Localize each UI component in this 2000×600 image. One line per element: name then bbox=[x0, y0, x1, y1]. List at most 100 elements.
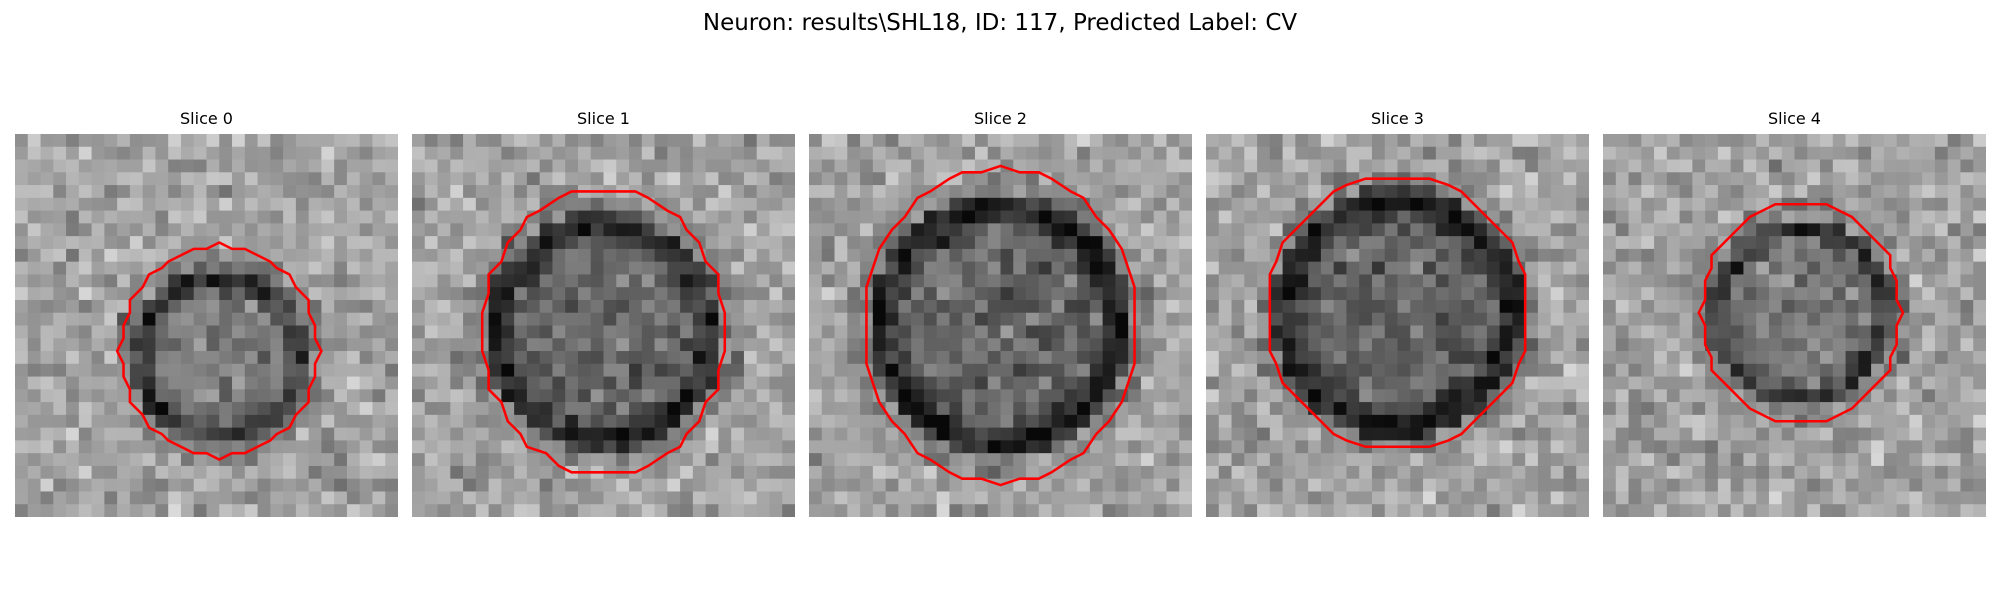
pixel bbox=[782, 351, 795, 365]
pixel bbox=[1858, 197, 1872, 211]
pixel bbox=[1153, 465, 1167, 480]
pixel bbox=[1474, 363, 1488, 377]
pixel bbox=[1269, 299, 1283, 314]
pixel bbox=[346, 427, 361, 441]
pixel bbox=[1423, 414, 1437, 429]
pixel bbox=[1435, 414, 1449, 429]
pixel bbox=[295, 299, 310, 314]
pixel bbox=[1756, 325, 1770, 339]
pixel bbox=[1832, 299, 1846, 314]
pixel bbox=[885, 478, 899, 492]
pixel bbox=[308, 236, 322, 250]
pixel bbox=[1257, 274, 1271, 288]
pixel bbox=[1730, 146, 1744, 160]
pixel bbox=[1089, 414, 1104, 429]
pixel bbox=[1038, 478, 1052, 492]
pixel bbox=[680, 325, 694, 339]
pixel bbox=[1845, 465, 1859, 480]
pixel bbox=[1525, 312, 1539, 326]
pixel bbox=[155, 274, 169, 288]
pixel bbox=[193, 223, 207, 237]
pixel bbox=[372, 274, 386, 288]
pixel bbox=[1934, 465, 1949, 480]
pixel bbox=[78, 146, 92, 160]
pixel bbox=[1474, 134, 1488, 148]
pixel bbox=[1013, 491, 1027, 505]
pixel bbox=[834, 197, 848, 211]
pixel bbox=[488, 414, 502, 429]
pixel bbox=[1013, 402, 1027, 416]
pixel bbox=[1692, 427, 1706, 441]
pixel bbox=[475, 504, 489, 517]
pixel bbox=[1166, 427, 1180, 441]
pixel bbox=[1768, 287, 1783, 301]
pixel bbox=[1705, 172, 1719, 186]
pixel bbox=[1026, 274, 1040, 288]
pixel bbox=[1896, 440, 1910, 454]
pixel bbox=[232, 325, 246, 339]
pixel bbox=[1153, 299, 1167, 314]
pixel bbox=[616, 402, 630, 416]
pixel bbox=[1934, 363, 1949, 377]
pixel bbox=[974, 453, 989, 467]
pixel bbox=[155, 325, 169, 339]
pixel bbox=[1947, 210, 1961, 224]
pixel bbox=[1871, 491, 1885, 505]
pixel bbox=[1679, 376, 1693, 390]
pixel bbox=[526, 402, 541, 416]
pixel bbox=[424, 299, 438, 314]
pixel bbox=[244, 414, 258, 429]
pixel bbox=[1654, 440, 1668, 454]
pixel bbox=[847, 427, 861, 441]
pixel bbox=[15, 325, 29, 339]
pixel bbox=[756, 440, 770, 454]
pixel bbox=[1038, 159, 1052, 173]
pixel bbox=[1871, 325, 1885, 339]
pixel bbox=[424, 312, 438, 326]
pixel bbox=[552, 159, 566, 173]
pixel bbox=[1679, 146, 1693, 160]
pixel bbox=[1641, 465, 1655, 480]
pixel bbox=[66, 491, 80, 505]
pixel bbox=[1807, 312, 1821, 326]
pixel bbox=[641, 440, 655, 454]
pixel bbox=[680, 351, 694, 365]
pixel bbox=[1166, 172, 1180, 186]
pixel bbox=[1768, 159, 1783, 173]
pixel bbox=[949, 236, 963, 250]
pixel bbox=[450, 491, 464, 505]
pixel bbox=[78, 427, 92, 441]
pixel bbox=[731, 491, 745, 505]
pixel bbox=[1525, 453, 1539, 467]
pixel bbox=[180, 504, 195, 517]
pixel bbox=[949, 402, 963, 416]
pixel bbox=[1537, 248, 1552, 263]
pixel bbox=[641, 402, 655, 416]
pixel bbox=[1845, 185, 1859, 199]
pixel bbox=[463, 274, 477, 288]
pixel bbox=[257, 440, 271, 454]
pixel bbox=[359, 351, 373, 365]
pixel bbox=[475, 453, 489, 467]
pixel bbox=[321, 491, 335, 505]
pixel bbox=[40, 478, 54, 492]
pixel bbox=[860, 478, 874, 492]
pixel bbox=[809, 478, 823, 492]
pixel bbox=[385, 504, 398, 517]
pixel bbox=[1295, 299, 1309, 314]
pixel bbox=[949, 172, 963, 186]
pixel bbox=[283, 453, 297, 467]
pixel bbox=[616, 210, 630, 224]
pixel bbox=[1628, 185, 1642, 199]
pixel bbox=[1423, 274, 1437, 288]
pixel bbox=[117, 185, 131, 199]
pixel bbox=[577, 248, 592, 263]
pixel bbox=[1461, 172, 1475, 186]
pixel bbox=[911, 414, 925, 429]
pixel bbox=[911, 351, 925, 365]
pixel bbox=[1448, 478, 1462, 492]
pixel bbox=[1666, 185, 1680, 199]
pixel bbox=[1768, 223, 1783, 237]
pixel bbox=[359, 376, 373, 390]
pixel bbox=[1922, 248, 1936, 263]
